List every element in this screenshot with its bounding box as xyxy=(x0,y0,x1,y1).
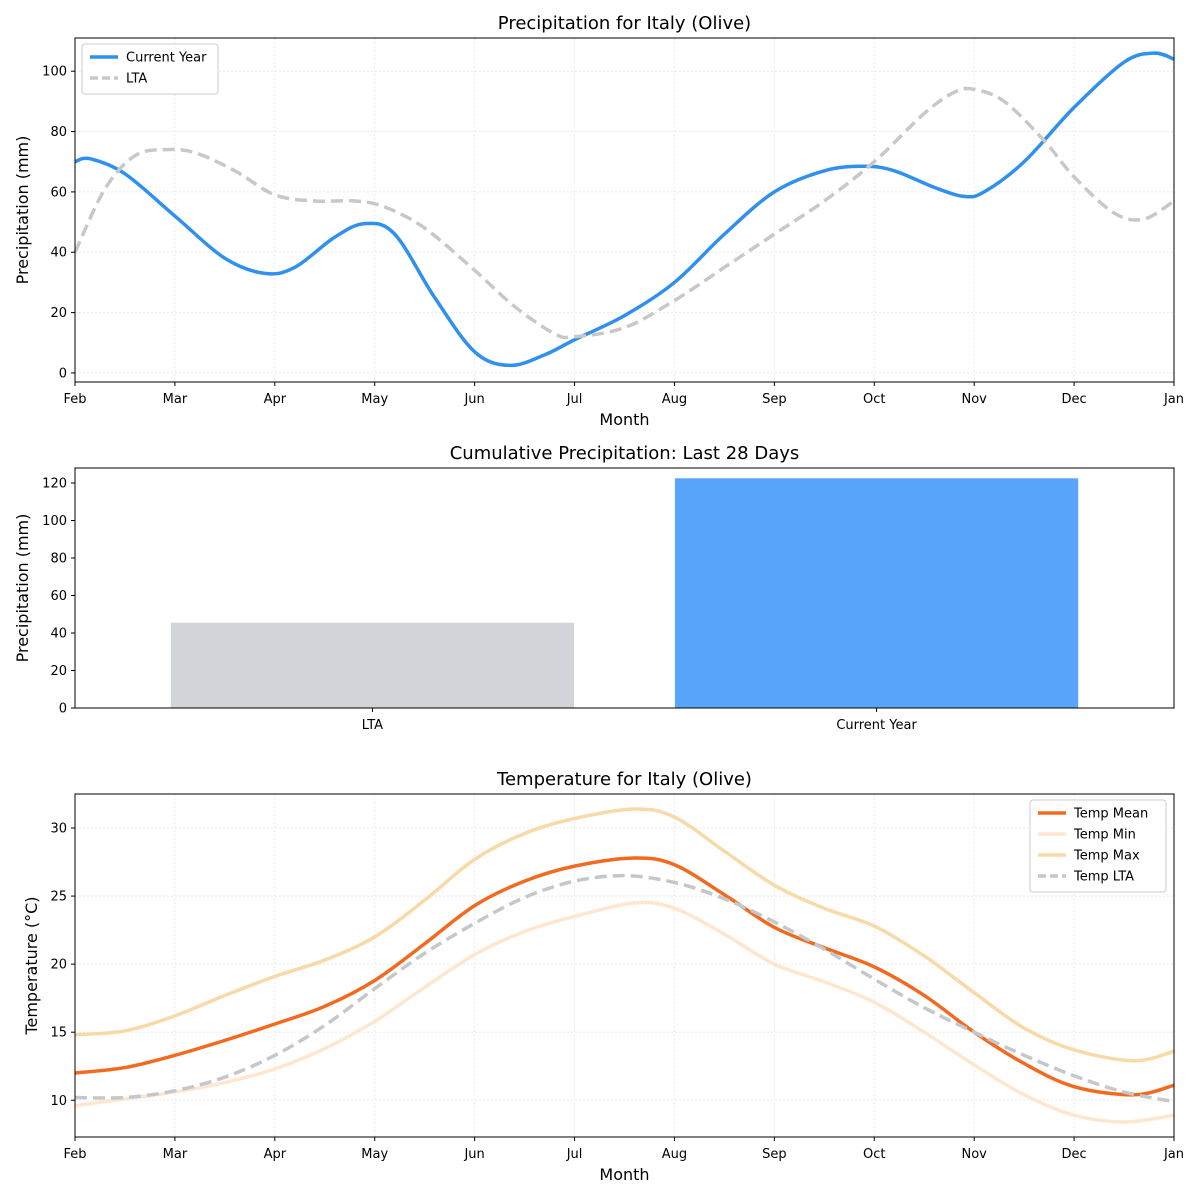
y-tick-label: 80 xyxy=(50,125,67,140)
legend-label: Temp Min xyxy=(1073,828,1136,843)
x-tick-label: Aug xyxy=(662,392,687,407)
x-tick-label: Oct xyxy=(863,392,885,407)
x-tick-label: Nov xyxy=(961,1147,987,1162)
x-tick-label: Apr xyxy=(264,1147,287,1162)
x-tick-label: Mar xyxy=(163,1147,188,1162)
y-tick-label: 15 xyxy=(50,1026,67,1041)
legend-label: Temp Max xyxy=(1073,849,1140,864)
series-line-3 xyxy=(74,873,1175,1104)
line-chart-2: Feb Mar Apr May Jun Jul Aug Sep Oct Nov Dec Jan 10 15… xyxy=(50,793,1184,1162)
y-tick-label: 60 xyxy=(50,589,67,604)
bar-0 xyxy=(170,622,575,708)
x-tick-label: Jun xyxy=(463,392,484,407)
bar-chart-1: LTA Current Year 0 20 40 60 80 100 120 xyxy=(42,467,1175,733)
y-tick-label: 0 xyxy=(59,366,67,381)
bar-1 xyxy=(674,478,1079,708)
y-tick-label: 20 xyxy=(50,664,67,679)
x-tick-label: Nov xyxy=(961,392,987,407)
plot-frame xyxy=(74,37,1175,383)
legend: Current Year LTA xyxy=(81,43,219,95)
x-tick-label: Feb xyxy=(63,392,86,407)
x-axis-label: Month xyxy=(599,1165,649,1184)
y-axis-label: Precipitation (mm) xyxy=(13,514,32,663)
x-tick-label: Jul xyxy=(566,1147,583,1162)
series-line-0 xyxy=(74,856,1175,1097)
chart-title: Cumulative Precipitation: Last 28 Days xyxy=(450,443,800,464)
x-tick-label: Jan xyxy=(1163,392,1184,407)
series-line-1 xyxy=(74,900,1175,1124)
legend-label: Temp LTA xyxy=(1073,870,1134,885)
x-tick-label: May xyxy=(361,1147,388,1162)
y-tick-label: 0 xyxy=(59,702,67,717)
y-tick-label: 100 xyxy=(42,514,67,529)
x-axis-label: Month xyxy=(599,410,649,429)
y-tick-label: 120 xyxy=(42,477,67,492)
y-tick-label: 100 xyxy=(42,65,67,80)
series-line-2 xyxy=(74,807,1175,1063)
y-tick-label: 20 xyxy=(50,306,67,321)
x-tick-label: Dec xyxy=(1062,392,1087,407)
chart-title: Temperature for Italy (Olive) xyxy=(496,769,752,790)
legend-label: Current Year xyxy=(126,51,207,66)
legend: Temp Mean Temp Min Temp Max Temp LTA xyxy=(1029,799,1167,893)
x-tick-label: Mar xyxy=(163,392,188,407)
series-line-0 xyxy=(74,51,1175,368)
x-tick-label: Aug xyxy=(662,1147,687,1162)
y-tick-label: 30 xyxy=(50,822,67,837)
x-tick-label: Dec xyxy=(1062,1147,1087,1162)
x-tick-label: Jul xyxy=(566,392,583,407)
x-tick-label: Current Year xyxy=(836,718,917,733)
y-tick-label: 10 xyxy=(50,1094,67,1109)
x-tick-label: Sep xyxy=(762,392,787,407)
x-tick-label: Apr xyxy=(264,392,287,407)
y-tick-label: 40 xyxy=(50,627,67,642)
x-tick-label: Sep xyxy=(762,1147,787,1162)
line-chart-0: Feb Mar Apr May Jun Jul Aug Sep Oct Nov Dec Jan 0 20 4… xyxy=(42,37,1184,407)
x-tick-label: May xyxy=(361,392,388,407)
x-tick-label: Oct xyxy=(863,1147,885,1162)
y-tick-label: 60 xyxy=(50,185,67,200)
legend-box xyxy=(1029,799,1167,893)
chart-title: Precipitation for Italy (Olive) xyxy=(498,13,751,34)
y-tick-label: 40 xyxy=(50,246,67,261)
x-tick-label: Jun xyxy=(463,1147,484,1162)
x-tick-label: Feb xyxy=(63,1147,86,1162)
series-line-1 xyxy=(73,86,1175,340)
y-tick-label: 20 xyxy=(50,958,67,973)
legend-label: Temp Mean xyxy=(1073,807,1148,822)
y-tick-label: 80 xyxy=(50,552,67,567)
legend-label: LTA xyxy=(126,72,147,87)
x-tick-label: LTA xyxy=(362,718,383,733)
plot-frame xyxy=(74,467,1175,709)
plot-frame xyxy=(74,793,1175,1138)
y-tick-label: 25 xyxy=(50,890,67,905)
y-axis-label: Precipitation (mm) xyxy=(13,136,32,285)
x-tick-label: Jan xyxy=(1163,1147,1184,1162)
y-axis-label: Temperature (°C) xyxy=(22,896,41,1035)
